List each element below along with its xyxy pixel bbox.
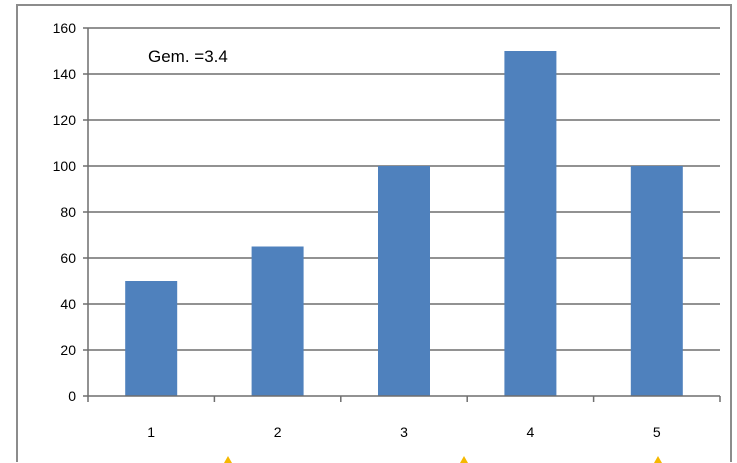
y-tick-label: 100	[53, 158, 77, 174]
x-tick-label: 2	[274, 424, 282, 440]
y-tick-label: 40	[60, 296, 76, 312]
y-tick-label: 60	[60, 250, 76, 266]
average-annotation: Gem. =3.4	[148, 47, 228, 66]
x-tick-label: 3	[400, 424, 408, 440]
star-marker-icon	[654, 456, 662, 463]
star-marker-icon	[224, 456, 232, 463]
x-tick-label: 4	[527, 424, 535, 440]
bottom-markers	[224, 456, 662, 463]
bar-4	[504, 51, 557, 396]
axes	[83, 27, 721, 402]
y-tick-label: 80	[60, 204, 76, 220]
star-marker-icon	[460, 456, 468, 463]
bar-2	[251, 246, 304, 396]
bars	[125, 51, 683, 396]
x-tick-labels: 1 2 3 4 5	[147, 424, 661, 440]
x-tick-label: 5	[653, 424, 661, 440]
bar-3	[378, 166, 430, 396]
bar-1	[125, 281, 178, 396]
bar-5	[630, 166, 683, 396]
y-tick-label: 20	[60, 342, 76, 358]
y-tick-labels: 0 20 40 60 80 100 120 140 160	[53, 20, 77, 404]
y-tick-label: 160	[53, 20, 77, 36]
y-tick-label: 120	[53, 112, 77, 128]
x-tick-label: 1	[147, 424, 155, 440]
y-tick-label: 140	[53, 66, 77, 82]
y-tick-label: 0	[68, 388, 76, 404]
